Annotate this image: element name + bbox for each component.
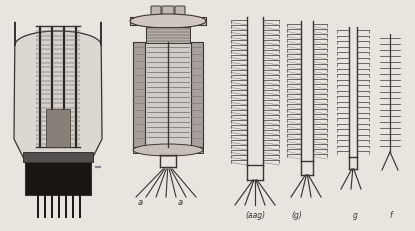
Polygon shape [14,23,102,159]
Text: (aag): (aag) [245,210,265,219]
Bar [23,152,93,162]
Text: a: a [137,197,143,206]
Ellipse shape [133,144,203,156]
FancyBboxPatch shape [151,7,161,21]
Bar [145,43,191,147]
FancyBboxPatch shape [162,7,174,21]
Bar [46,109,70,147]
Bar [133,147,203,153]
FancyBboxPatch shape [175,7,185,21]
Text: g: g [353,210,357,219]
Bar [130,18,206,26]
Text: a: a [178,197,183,206]
Bar [25,157,91,195]
Bar [36,27,80,147]
Text: f: f [390,210,392,219]
Bar [146,28,190,44]
Ellipse shape [130,15,206,29]
Bar [133,43,145,147]
Bar [191,43,203,147]
Text: (g): (g) [292,210,303,219]
